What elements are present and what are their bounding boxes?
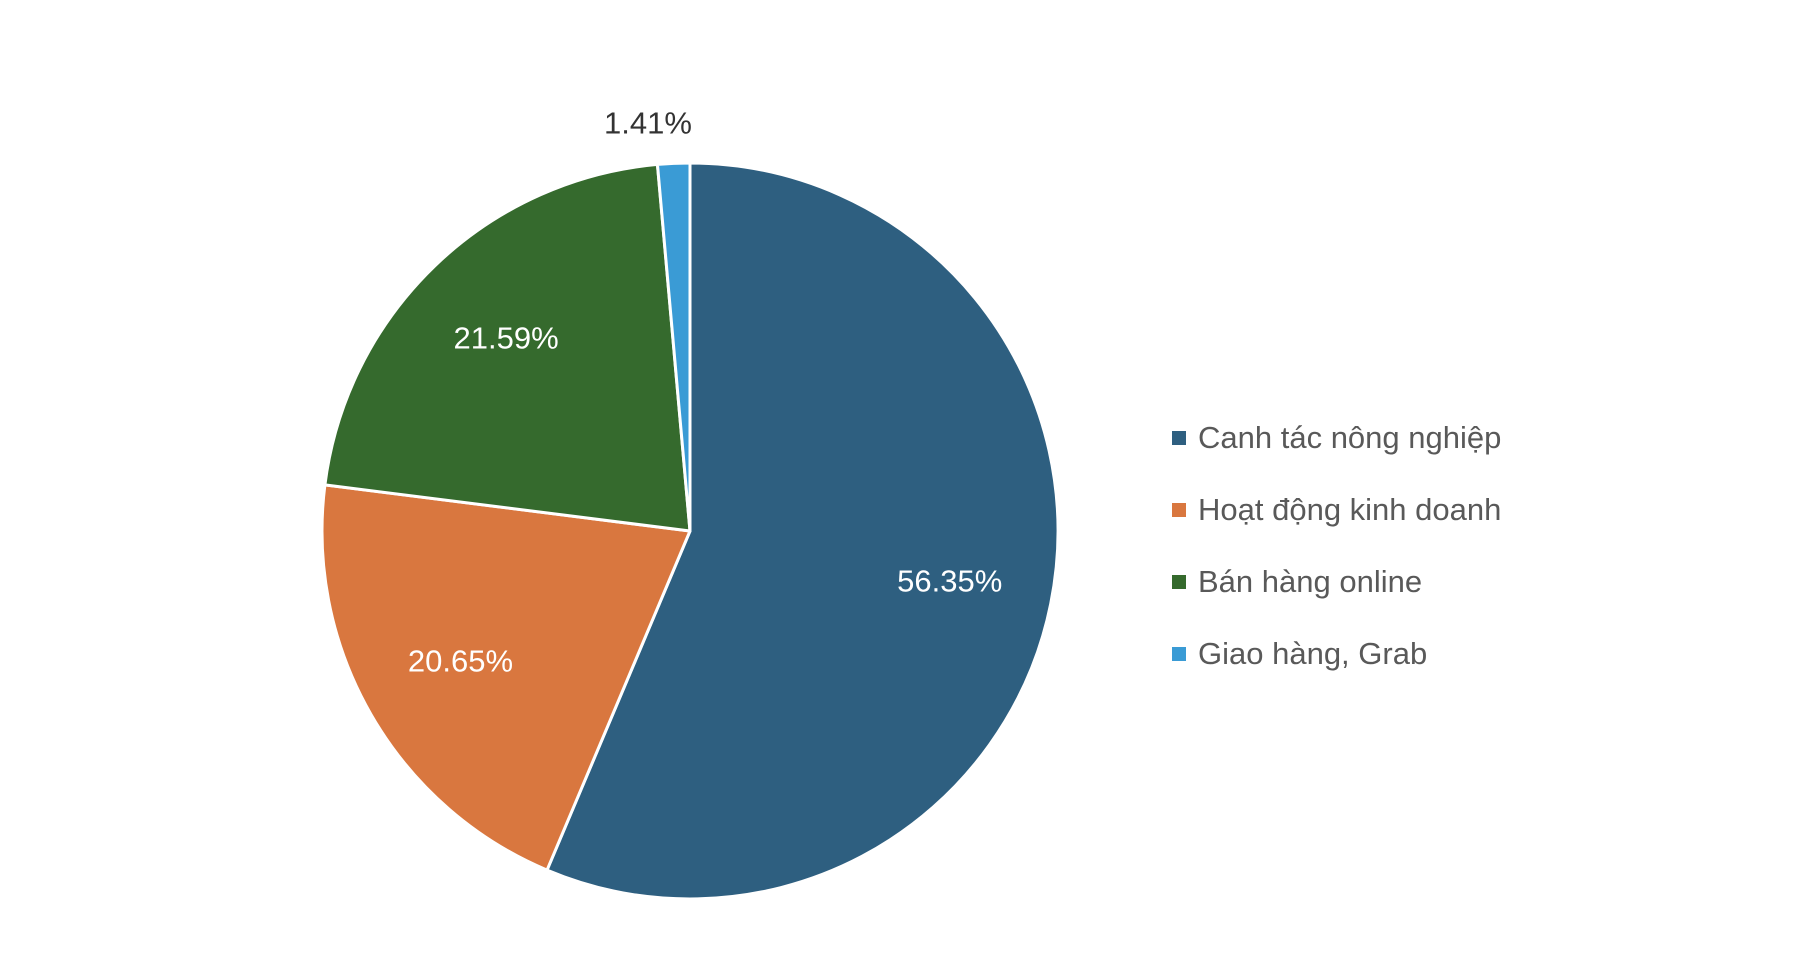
pie-slice-1 (545, 161, 1060, 901)
legend-label-2: Hoạt động kinh doanh (1198, 492, 1502, 527)
legend-swatch-1 (1172, 431, 1186, 445)
legend-swatch-2 (1172, 503, 1186, 517)
legend-swatch-3 (1172, 575, 1186, 589)
pie-slice-3 (323, 162, 692, 533)
legend-item-3: Bán hàng online (1172, 564, 1501, 600)
legend-label-4: Giao hàng, Grab (1198, 636, 1428, 671)
pie-slice-4 (655, 161, 692, 533)
pie-slices (320, 161, 1060, 901)
legend-item-1: Canh tác nông nghiệp (1172, 420, 1501, 456)
pie-data-labels: 56.35% 20.65% 21.59% 1.41% (408, 106, 1002, 679)
legend: Canh tác nông nghiệp Hoạt động kinh doanh… (1172, 420, 1501, 708)
legend-label-1: Canh tác nông nghiệp (1198, 420, 1502, 455)
data-label-4: 1.41% (604, 106, 692, 141)
legend-swatch-4 (1172, 647, 1186, 661)
legend-item-2: Hoạt động kinh doanh (1172, 492, 1501, 528)
data-label-2: 20.65% (408, 644, 513, 679)
legend-item-4: Giao hàng, Grab (1172, 636, 1501, 672)
pie-slice-2 (320, 483, 692, 872)
data-label-1: 56.35% (897, 564, 1002, 599)
legend-label-3: Bán hàng online (1198, 564, 1423, 599)
data-label-3: 21.59% (454, 320, 559, 355)
